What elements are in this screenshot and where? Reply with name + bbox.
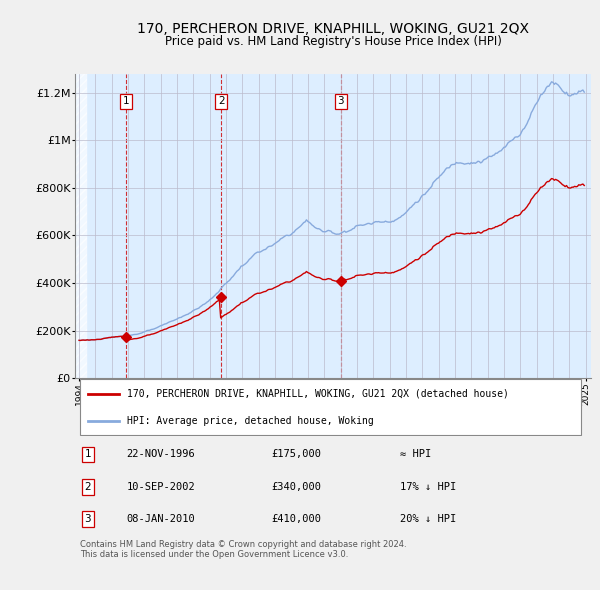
Text: 08-JAN-2010: 08-JAN-2010 <box>127 514 196 525</box>
Text: 2: 2 <box>85 482 91 492</box>
Text: ≈ HPI: ≈ HPI <box>400 450 431 460</box>
Text: 1: 1 <box>85 450 91 460</box>
Text: 170, PERCHERON DRIVE, KNAPHILL, WOKING, GU21 2QX: 170, PERCHERON DRIVE, KNAPHILL, WOKING, … <box>137 22 529 36</box>
Text: 2: 2 <box>218 96 224 106</box>
Text: 10-SEP-2002: 10-SEP-2002 <box>127 482 196 492</box>
Text: 3: 3 <box>85 514 91 525</box>
Text: 20% ↓ HPI: 20% ↓ HPI <box>400 514 457 525</box>
Text: £175,000: £175,000 <box>271 450 321 460</box>
FancyBboxPatch shape <box>80 379 581 435</box>
Text: 17% ↓ HPI: 17% ↓ HPI <box>400 482 457 492</box>
Text: Contains HM Land Registry data © Crown copyright and database right 2024.
This d: Contains HM Land Registry data © Crown c… <box>80 540 407 559</box>
Text: 22-NOV-1996: 22-NOV-1996 <box>127 450 196 460</box>
Text: Price paid vs. HM Land Registry's House Price Index (HPI): Price paid vs. HM Land Registry's House … <box>164 35 502 48</box>
Text: 3: 3 <box>338 96 344 106</box>
Text: HPI: Average price, detached house, Woking: HPI: Average price, detached house, Woki… <box>127 415 373 425</box>
Text: £410,000: £410,000 <box>271 514 321 525</box>
Bar <box>75 74 87 378</box>
Text: £340,000: £340,000 <box>271 482 321 492</box>
Text: 170, PERCHERON DRIVE, KNAPHILL, WOKING, GU21 2QX (detached house): 170, PERCHERON DRIVE, KNAPHILL, WOKING, … <box>127 389 508 399</box>
Text: 1: 1 <box>123 96 130 106</box>
